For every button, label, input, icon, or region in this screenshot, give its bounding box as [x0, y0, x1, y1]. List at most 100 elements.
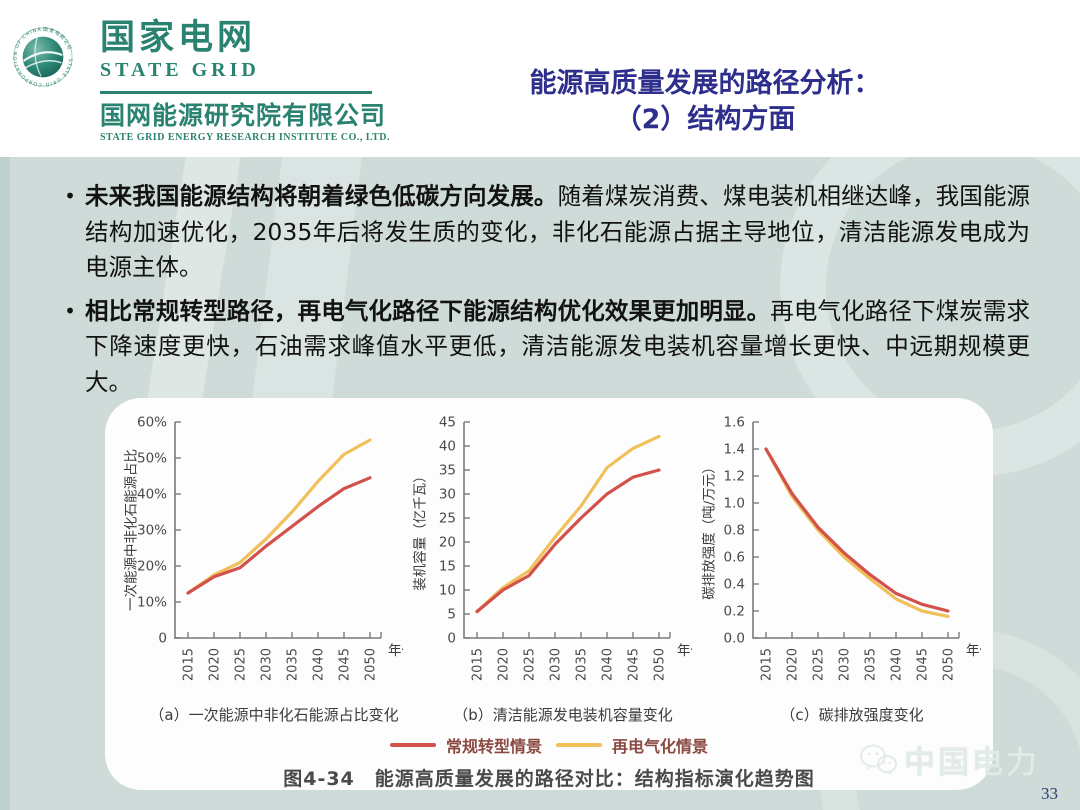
- chart-c-plot: 0.0 0.2 0.4 0.6 0.8 1.0 1.2 1.4 1.6 2015 2020 2025 2…: [695, 408, 994, 706]
- svg-text:2020: 2020: [496, 648, 511, 681]
- wechat-icon: [860, 744, 897, 775]
- svg-text:0: 0: [158, 631, 167, 647]
- bullet-marker: •: [64, 298, 76, 323]
- svg-text:2045: 2045: [337, 648, 352, 681]
- svg-text:50%: 50%: [137, 451, 167, 467]
- legend-item-reelectrification: 再电气化情景: [556, 733, 708, 757]
- svg-text:40%: 40%: [137, 487, 167, 503]
- svg-text:10: 10: [439, 583, 456, 599]
- watermark-text: 中国电力: [904, 745, 1040, 781]
- svg-text:2035: 2035: [863, 648, 878, 681]
- chart-b-plot: 0 5 10 15 20 25 30 35 40 45 2015 2020 2025 2030 2035 20…: [406, 408, 705, 706]
- legend-item-conventional: 常规转型情景: [389, 733, 542, 757]
- svg-text:装机容量（亿千瓦）: 装机容量（亿千瓦）: [412, 469, 429, 591]
- svg-text:2020: 2020: [785, 648, 800, 681]
- svg-text:5: 5: [447, 607, 456, 623]
- chart-c-caption: （c）碳排放强度变化: [780, 706, 924, 724]
- slide-title-line1: 能源高质量发展的路径分析：: [529, 68, 881, 99]
- svg-text:2030: 2030: [259, 648, 274, 681]
- figure-caption: 图4-34 能源高质量发展的路径对比：结构指标演化趋势图: [283, 768, 815, 790]
- legend-label-conventional: 常规转型情景: [445, 737, 542, 756]
- svg-text:2030: 2030: [548, 648, 563, 681]
- svg-text:2050: 2050: [652, 648, 667, 681]
- institute-name-cn: 国网能源研究院有限公司: [100, 101, 387, 130]
- legend-line-yellow: [556, 743, 602, 747]
- svg-text:2050: 2050: [941, 648, 956, 681]
- svg-text:0: 0: [447, 631, 456, 647]
- svg-text:1.0: 1.0: [724, 496, 745, 512]
- logo-name-en: STATE GRID: [100, 59, 260, 81]
- svg-text:2050: 2050: [363, 648, 378, 681]
- bullet2-bold-text: 相比常规转型路径，再电气化路径下能源结构优化效果更加明显。: [85, 296, 771, 325]
- svg-text:30: 30: [439, 487, 456, 503]
- logo-divider: [100, 91, 372, 94]
- logo-name-cn: 国家电网: [100, 18, 257, 58]
- svg-text:40: 40: [439, 439, 456, 455]
- chart-nonfossil-share: 0 10% 20% 30% 40% 50% 60% 2015 2020 2025 2030 2035 2…: [117, 408, 416, 725]
- legend-label-reelectrification: 再电气化情景: [612, 737, 709, 756]
- svg-text:2045: 2045: [915, 648, 930, 681]
- slide-title: 能源高质量发展的路径分析： （2）结构方面: [455, 66, 955, 138]
- slide-title-line2: （2）结构方面: [614, 104, 796, 135]
- svg-text:2025: 2025: [522, 648, 537, 681]
- svg-text:15: 15: [439, 559, 456, 575]
- svg-text:60%: 60%: [137, 415, 167, 431]
- legend-line-red: [389, 743, 436, 747]
- charts-row: 0 10% 20% 30% 40% 50% 60% 2015 2020 2025 2030 2035 2…: [117, 408, 994, 725]
- svg-text:35: 35: [439, 463, 456, 479]
- svg-text:2035: 2035: [574, 648, 589, 681]
- svg-text:2045: 2045: [626, 648, 641, 681]
- svg-text:年份: 年份: [966, 643, 981, 659]
- chart-clean-capacity: 0 5 10 15 20 25 30 35 40 45 2015 2020 2025 2030 2035 20…: [406, 408, 705, 725]
- svg-text:2015: 2015: [470, 648, 485, 681]
- svg-text:碳排放强度（吨/万元）: 碳排放强度（吨/万元）: [702, 460, 718, 600]
- svg-text:30%: 30%: [137, 523, 167, 539]
- svg-text:1.4: 1.4: [724, 442, 745, 458]
- bullet-list: • 未来我国能源结构将朝着绿色低碳方向发展。随着煤炭消费、煤电装机相继达峰，我国…: [55, 179, 1030, 408]
- chart-carbon-intensity: 0.0 0.2 0.4 0.6 0.8 1.0 1.2 1.4 1.6 2015 2020 2025 2…: [695, 408, 994, 725]
- logo-block: 国家电网公司 · STATE GRID CORPORATION OF CHINA…: [12, 18, 390, 143]
- svg-text:2015: 2015: [181, 648, 196, 681]
- svg-text:2035: 2035: [285, 648, 300, 681]
- chart-a-caption: （a）一次能源中非化石能源占比变化: [149, 706, 399, 724]
- svg-text:0.0: 0.0: [724, 631, 745, 647]
- svg-text:0.6: 0.6: [724, 550, 745, 566]
- chart-a-plot: 0 10% 20% 30% 40% 50% 60% 2015 2020 2025 2030 2035 2…: [117, 408, 416, 706]
- bullet-marker: •: [64, 184, 76, 208]
- svg-text:45: 45: [439, 415, 456, 431]
- svg-text:2025: 2025: [811, 648, 826, 681]
- svg-text:20%: 20%: [137, 559, 167, 575]
- page-number: 33: [1041, 784, 1058, 803]
- bullet1-bold-text: 未来我国能源结构将朝着绿色低碳方向发展。: [85, 182, 558, 210]
- svg-text:2040: 2040: [889, 648, 904, 681]
- slide-body: • 未来我国能源结构将朝着绿色低碳方向发展。随着煤炭消费、煤电装机相继达峰，我国…: [0, 157, 1080, 810]
- figure-panel: 0 10% 20% 30% 40% 50% 60% 2015 2020 2025 2030 2035 2…: [105, 398, 994, 790]
- chart-b-caption: （b）清洁能源发电装机容量变化: [453, 706, 673, 724]
- svg-text:1.2: 1.2: [724, 469, 745, 485]
- svg-text:0.8: 0.8: [724, 523, 745, 539]
- svg-text:2020: 2020: [207, 648, 222, 681]
- svg-text:年份: 年份: [388, 643, 403, 659]
- svg-text:0.2: 0.2: [724, 604, 745, 620]
- svg-text:2040: 2040: [600, 648, 615, 681]
- chart-legend: 常规转型情景 再电气化情景: [117, 733, 981, 757]
- left-edge-stripe: [0, 157, 10, 810]
- bullet-item-1: • 未来我国能源结构将朝着绿色低碳方向发展。随着煤炭消费、煤电装机相继达峰，我国…: [55, 179, 1030, 286]
- svg-text:年份: 年份: [677, 643, 692, 659]
- svg-text:20: 20: [439, 535, 456, 551]
- svg-text:2025: 2025: [233, 648, 248, 681]
- svg-text:10%: 10%: [137, 595, 167, 611]
- state-grid-globe-icon: 国家电网公司 · STATE GRID CORPORATION OF CHINA…: [12, 26, 73, 87]
- institute-name-en: STATE GRID ENERGY RESEARCH INSTITUTE CO.…: [100, 132, 391, 143]
- svg-text:2030: 2030: [837, 648, 852, 681]
- svg-text:25: 25: [439, 511, 456, 527]
- bullet2-text: 再电气化路径下煤炭需求下降速度更快，石油需求峰值水平更低，清洁能源发电装机容量增…: [85, 296, 1031, 396]
- svg-text:2040: 2040: [311, 648, 326, 681]
- svg-text:一次能源中非化石能源占比: 一次能源中非化石能源占比: [124, 449, 140, 611]
- watermark: 中国电力: [858, 737, 1040, 782]
- svg-text:1.6: 1.6: [724, 415, 745, 431]
- slide-header: 国家电网公司 · STATE GRID CORPORATION OF CHINA…: [0, 0, 1080, 157]
- svg-text:0.4: 0.4: [724, 577, 745, 593]
- svg-text:2015: 2015: [759, 648, 774, 681]
